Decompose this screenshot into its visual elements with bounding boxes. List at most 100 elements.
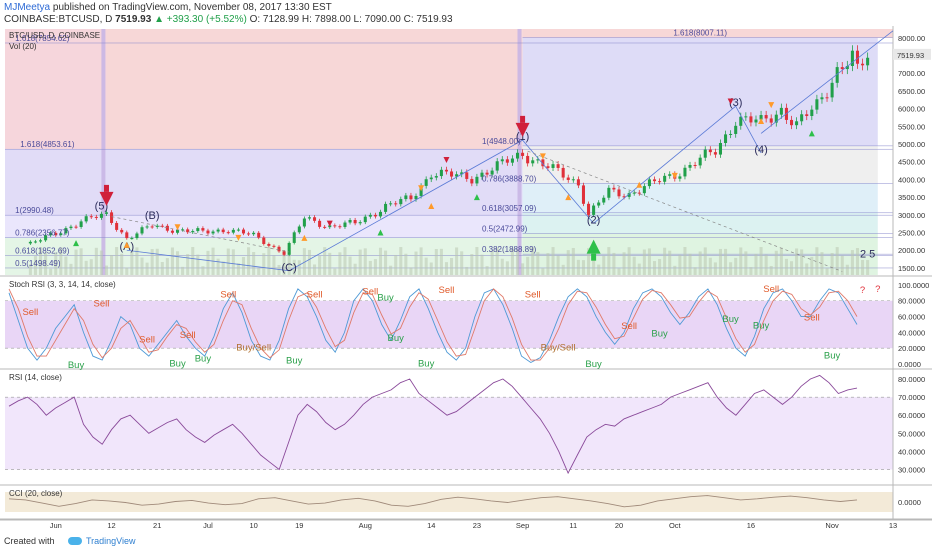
- volume-bar: [678, 254, 682, 275]
- stoch-signal-label: Sell: [139, 335, 155, 346]
- candle-body: [307, 217, 311, 219]
- volume-bars: [28, 247, 870, 275]
- candle-body: [505, 159, 509, 163]
- time-tick: 19: [295, 521, 303, 530]
- volume-bar: [409, 267, 413, 275]
- price-tick: 6000.00: [898, 105, 925, 114]
- volume-bar: [38, 247, 43, 275]
- volume-bar: [739, 247, 743, 275]
- volume-bar: [784, 258, 788, 275]
- rsi-line: [8, 374, 858, 475]
- volume-bar: [170, 247, 174, 275]
- volume-bar: [363, 248, 367, 275]
- stoch-signal-label: Buy: [753, 320, 770, 331]
- candle-body: [414, 195, 418, 200]
- dashed-trend: [527, 150, 843, 272]
- candle-body: [439, 169, 443, 177]
- fib-label: 0.618(3057.09): [482, 204, 537, 213]
- candle-body: [779, 107, 783, 115]
- candle-body: [460, 172, 464, 175]
- candle-body: [211, 231, 215, 234]
- fib-zone-1: [106, 29, 523, 150]
- sell-arrow-icon: [539, 153, 546, 160]
- volume-bar: [262, 253, 266, 275]
- candle-body: [267, 243, 271, 246]
- candle-body: [718, 142, 722, 155]
- volume-bar: [546, 253, 550, 275]
- candle-body: [495, 161, 499, 171]
- author-link[interactable]: MJMeetya: [4, 2, 51, 13]
- volume-bar: [130, 251, 134, 275]
- candle-body: [602, 197, 606, 203]
- candle-body: [343, 222, 347, 227]
- stoch-tick: 0.0000: [898, 360, 921, 369]
- candle-body: [830, 82, 834, 98]
- candle-body: [338, 226, 342, 228]
- volume-bar: [754, 253, 758, 275]
- volume-bar: [480, 254, 484, 275]
- candle-body: [120, 229, 124, 233]
- time-tick: Aug: [359, 521, 372, 530]
- candle-body: [515, 152, 520, 159]
- grid: [0, 26, 932, 520]
- time-tick: 14: [427, 521, 435, 530]
- dashed-trend: [111, 216, 290, 253]
- volume-bar: [358, 249, 362, 275]
- sell-arrow-icon: [671, 172, 678, 179]
- volume-bar: [749, 267, 753, 275]
- candle-body: [54, 232, 58, 236]
- tradingview-logo-icon[interactable]: [68, 537, 82, 545]
- candle-body: [84, 216, 88, 222]
- volume-bar: [404, 253, 408, 275]
- candle-body: [150, 226, 154, 228]
- rsi-panel-title: RSI (14, close): [9, 373, 62, 382]
- candle-body: [729, 133, 733, 135]
- candle-body: [363, 216, 367, 223]
- wave-label: (1): [516, 131, 529, 143]
- candle-body: [850, 50, 854, 66]
- candle-body: [724, 134, 728, 143]
- candle-body: [866, 57, 870, 66]
- volume-bar: [637, 263, 641, 275]
- candle-body: [201, 228, 205, 231]
- candle-body: [632, 192, 636, 194]
- stoch-signal-label: Buy: [68, 360, 85, 371]
- price-tick: 6500.00: [898, 87, 925, 96]
- volume-bar: [521, 263, 525, 275]
- candle-body: [510, 158, 514, 163]
- volume-bar: [353, 263, 357, 275]
- candle-body: [44, 235, 48, 241]
- time-tick: Sep: [516, 521, 529, 530]
- big-sell-arrow-icon: [515, 122, 530, 137]
- candle-body: [612, 187, 616, 190]
- stoch-signal-label: ?: [860, 285, 865, 296]
- tradingview-brand[interactable]: TradingView: [86, 536, 136, 546]
- fib-label: 1.618(4853.61): [20, 140, 75, 149]
- volume-bar: [561, 264, 565, 275]
- stoch-signal-label: Buy: [651, 328, 668, 339]
- volume-bar: [713, 262, 717, 275]
- volume-bar: [805, 263, 809, 275]
- buy-arrow-icon: [808, 130, 815, 137]
- stoch-signal-label: Sell: [362, 286, 378, 297]
- stoch-signal-label: Buy: [722, 314, 739, 325]
- volume-bar: [526, 256, 530, 275]
- stoch-signal-label: Sell: [180, 330, 196, 341]
- footer: Created with TradingView: [0, 533, 932, 550]
- volume-bar: [627, 247, 631, 275]
- fib-zone-5: [522, 37, 878, 146]
- candle-body: [333, 225, 337, 227]
- candle-body: [754, 119, 758, 123]
- volume-bar: [236, 263, 240, 275]
- big-sell-arrow-icon: [99, 191, 114, 206]
- big-sell-arrow-icon-stem: [103, 184, 109, 192]
- candle-body: [556, 164, 560, 168]
- volume-bar: [181, 266, 185, 275]
- candle-body: [774, 114, 778, 123]
- volume-bar: [825, 268, 829, 275]
- rsi-tick: 70.0000: [898, 393, 925, 402]
- volume-bar: [698, 251, 702, 275]
- volume-bar: [145, 262, 149, 275]
